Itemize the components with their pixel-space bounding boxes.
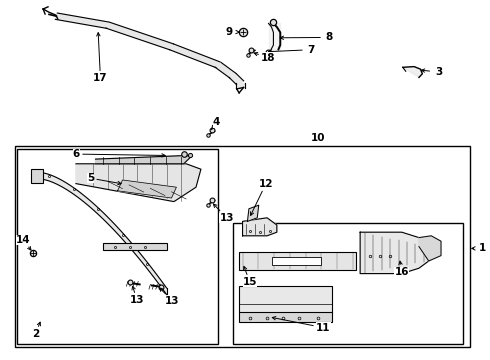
Polygon shape (236, 83, 245, 88)
Bar (239, 252, 356, 270)
Text: 16: 16 (394, 261, 409, 277)
Polygon shape (419, 236, 441, 261)
Text: 12: 12 (250, 179, 273, 215)
Bar (239, 312, 332, 322)
Text: 5: 5 (87, 173, 121, 185)
Polygon shape (55, 13, 109, 28)
Polygon shape (229, 74, 244, 85)
Polygon shape (42, 173, 167, 294)
Polygon shape (215, 63, 236, 78)
Bar (31, 169, 43, 183)
Text: 4: 4 (211, 117, 220, 130)
Polygon shape (403, 67, 422, 77)
Polygon shape (96, 156, 191, 164)
Text: 18: 18 (254, 53, 276, 63)
Text: 11: 11 (272, 316, 331, 333)
Text: 14: 14 (16, 235, 31, 250)
Text: 13: 13 (160, 288, 180, 306)
Text: 1: 1 (472, 243, 487, 253)
Polygon shape (243, 218, 277, 236)
Polygon shape (170, 44, 220, 68)
Bar (103, 243, 167, 250)
Polygon shape (106, 22, 173, 50)
Polygon shape (76, 164, 201, 202)
Text: 8: 8 (280, 32, 333, 42)
Text: 7: 7 (269, 45, 315, 55)
Polygon shape (247, 205, 259, 221)
Text: 15: 15 (243, 266, 257, 287)
Text: 9: 9 (225, 27, 239, 37)
Bar (17, 149, 218, 344)
Bar (15, 146, 470, 347)
Polygon shape (118, 180, 176, 198)
Text: 3: 3 (421, 67, 442, 77)
Polygon shape (360, 232, 429, 274)
Text: 10: 10 (311, 133, 326, 143)
Text: 2: 2 (32, 322, 41, 339)
Text: 6: 6 (73, 149, 165, 159)
Bar (239, 286, 332, 313)
Text: 13: 13 (213, 204, 234, 223)
Bar (233, 223, 463, 344)
Text: 13: 13 (130, 286, 145, 305)
Text: 17: 17 (93, 33, 108, 84)
Bar (272, 257, 321, 265)
